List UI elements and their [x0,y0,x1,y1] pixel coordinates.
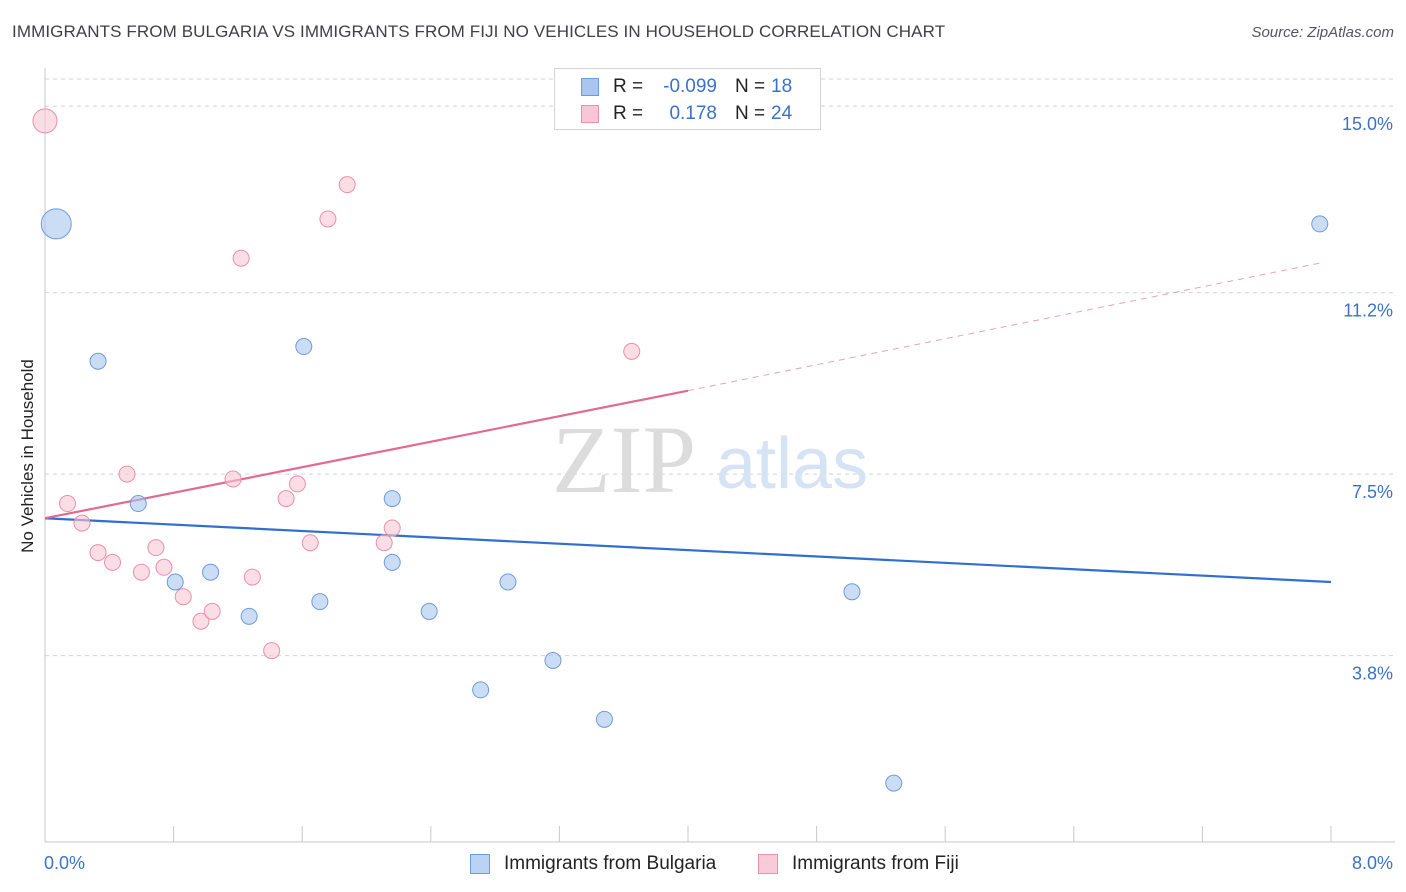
point-bulgaria [166,573,184,591]
correlation-legend: R = -0.099 N = 18 R = 0.178 N = 24 [554,68,821,130]
point-bulgaria [383,490,401,508]
data-points [32,108,1329,792]
chart-title: IMMIGRANTS FROM BULGARIA VS IMMIGRANTS F… [12,22,946,41]
point-fiji [375,534,393,552]
y-tick-label: 3.8% [1352,664,1393,684]
source-credit: Source: ZipAtlas.com [1251,24,1394,41]
point-fiji [32,108,58,134]
point-fiji [203,602,221,620]
point-fiji [147,539,165,557]
legend-swatch-fiji [581,105,599,123]
point-bulgaria [595,710,613,728]
point-fiji [118,465,136,483]
series-swatch-fiji [758,854,778,874]
point-fiji [132,563,150,581]
series-label-bulgaria: Immigrants from Bulgaria [504,853,717,874]
point-bulgaria [843,583,861,601]
point-fiji [104,553,122,571]
legend-r-value: -0.099 [663,76,717,97]
legend-n-value: 18 [771,76,793,97]
point-fiji [73,514,91,532]
y-tick-label: 15.0% [1342,114,1393,134]
point-fiji [224,470,242,488]
point-bulgaria [89,352,107,370]
point-fiji [232,249,250,267]
series-label-fiji: Immigrants from Fiji [792,853,959,874]
series-swatch-bulgaria [470,854,490,874]
trend-line-bulgaria [44,517,1332,584]
gridlines [45,78,1395,657]
trend-line-fiji [44,389,689,520]
trend-extension-fiji [687,262,1320,392]
watermark-atlas: atlas [716,424,868,504]
point-fiji [89,544,107,562]
point-bulgaria [1311,215,1329,233]
point-bulgaria [544,651,562,669]
point-fiji [277,490,295,508]
legend-row-bulgaria: R = -0.099 N = 18 [555,74,820,100]
legend-n-label: N = [735,76,766,97]
axes [44,68,1395,843]
y-tick-label: 7.5% [1352,482,1393,502]
point-bulgaria [40,208,72,240]
x-tick-label: 8.0% [1352,853,1393,873]
point-fiji [192,612,210,630]
series-legend: Immigrants from Bulgaria Immigrants from… [0,852,1406,878]
legend-row-fiji: R = 0.178 N = 24 [555,101,820,127]
point-bulgaria [202,563,220,581]
point-fiji [243,568,261,586]
watermark: ZIP atlas [552,406,868,513]
point-bulgaria [420,602,438,620]
y-tick-label: 11.2% [1343,301,1393,321]
point-fiji [383,519,401,537]
point-fiji [319,210,337,228]
point-bulgaria [885,774,903,792]
point-fiji [288,475,306,493]
legend-r-label: R = [613,76,644,97]
point-bulgaria [472,681,490,699]
point-fiji [174,588,192,606]
point-bulgaria [129,495,147,513]
point-bulgaria [499,573,517,591]
point-fiji [338,176,356,194]
watermark-zip: ZIP [552,406,696,513]
point-fiji [623,342,641,360]
point-fiji [263,642,281,660]
point-fiji [155,558,173,576]
point-fiji [301,534,319,552]
point-bulgaria [240,607,258,625]
legend-n-label: N = [735,103,766,124]
legend-r-label: R = [613,103,644,124]
legend-swatch-bulgaria [581,78,599,96]
x-tick-label: 0.0% [44,853,85,873]
point-bulgaria [311,593,329,611]
legend-r-value: 0.178 [669,103,717,124]
point-fiji [59,495,77,513]
legend-n-value: 24 [771,103,793,124]
point-bulgaria [295,338,313,356]
trend-lines [44,262,1332,584]
tick-labels: 3.8% 7.5% 11.2% 15.0% 0.0% 8.0% [44,114,1393,873]
point-bulgaria [383,553,401,571]
